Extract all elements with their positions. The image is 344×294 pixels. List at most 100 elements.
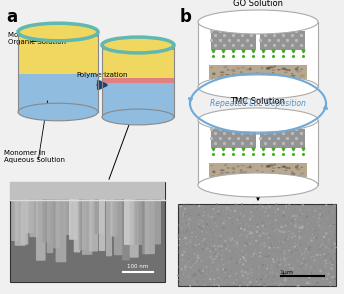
Ellipse shape bbox=[300, 74, 305, 77]
Ellipse shape bbox=[226, 213, 227, 215]
Ellipse shape bbox=[281, 166, 286, 168]
Ellipse shape bbox=[256, 230, 258, 233]
Ellipse shape bbox=[278, 75, 281, 76]
Ellipse shape bbox=[283, 258, 286, 260]
Ellipse shape bbox=[187, 221, 189, 223]
Ellipse shape bbox=[287, 222, 288, 223]
Ellipse shape bbox=[314, 210, 316, 212]
Ellipse shape bbox=[330, 271, 332, 273]
Ellipse shape bbox=[193, 246, 196, 248]
Ellipse shape bbox=[289, 267, 291, 268]
Ellipse shape bbox=[279, 228, 280, 229]
Ellipse shape bbox=[183, 221, 184, 222]
Ellipse shape bbox=[305, 248, 307, 250]
Ellipse shape bbox=[269, 164, 274, 166]
Ellipse shape bbox=[188, 218, 190, 220]
Ellipse shape bbox=[327, 269, 329, 270]
Ellipse shape bbox=[331, 234, 333, 236]
Ellipse shape bbox=[255, 280, 257, 282]
Ellipse shape bbox=[245, 242, 247, 245]
Ellipse shape bbox=[259, 243, 260, 244]
Ellipse shape bbox=[281, 270, 283, 273]
Ellipse shape bbox=[291, 237, 293, 238]
Ellipse shape bbox=[232, 77, 236, 79]
Ellipse shape bbox=[218, 234, 219, 236]
Ellipse shape bbox=[215, 253, 217, 254]
Ellipse shape bbox=[239, 282, 241, 283]
Ellipse shape bbox=[260, 208, 262, 210]
Ellipse shape bbox=[189, 241, 191, 243]
Ellipse shape bbox=[293, 235, 295, 237]
Ellipse shape bbox=[321, 271, 322, 273]
Ellipse shape bbox=[283, 245, 285, 247]
Ellipse shape bbox=[212, 211, 214, 213]
Ellipse shape bbox=[239, 252, 240, 253]
Ellipse shape bbox=[205, 211, 206, 212]
Ellipse shape bbox=[322, 276, 323, 277]
Ellipse shape bbox=[267, 229, 269, 231]
Ellipse shape bbox=[206, 266, 207, 268]
Ellipse shape bbox=[260, 230, 261, 232]
Ellipse shape bbox=[282, 284, 284, 286]
Ellipse shape bbox=[276, 283, 277, 284]
Ellipse shape bbox=[289, 270, 291, 272]
Ellipse shape bbox=[239, 74, 244, 76]
Ellipse shape bbox=[210, 280, 212, 282]
Ellipse shape bbox=[198, 243, 200, 245]
Ellipse shape bbox=[267, 208, 268, 210]
Ellipse shape bbox=[278, 173, 281, 174]
Ellipse shape bbox=[292, 218, 294, 221]
Ellipse shape bbox=[249, 271, 252, 274]
Ellipse shape bbox=[212, 73, 216, 75]
Ellipse shape bbox=[306, 249, 308, 251]
Ellipse shape bbox=[311, 223, 312, 224]
Ellipse shape bbox=[284, 224, 287, 227]
Ellipse shape bbox=[259, 216, 261, 218]
Ellipse shape bbox=[334, 243, 336, 245]
Ellipse shape bbox=[269, 233, 271, 235]
Ellipse shape bbox=[207, 224, 208, 226]
Ellipse shape bbox=[193, 251, 195, 253]
Ellipse shape bbox=[276, 234, 277, 235]
Ellipse shape bbox=[213, 211, 215, 213]
Ellipse shape bbox=[251, 284, 252, 286]
Ellipse shape bbox=[200, 272, 203, 274]
Ellipse shape bbox=[288, 240, 289, 241]
Ellipse shape bbox=[294, 244, 295, 245]
Ellipse shape bbox=[235, 279, 237, 281]
Ellipse shape bbox=[335, 280, 336, 281]
Bar bbox=[209, 163, 307, 177]
Ellipse shape bbox=[189, 255, 190, 256]
Ellipse shape bbox=[303, 258, 304, 260]
Ellipse shape bbox=[238, 232, 239, 233]
Ellipse shape bbox=[291, 217, 292, 218]
Ellipse shape bbox=[223, 252, 224, 253]
Ellipse shape bbox=[278, 264, 280, 267]
Ellipse shape bbox=[190, 264, 192, 265]
Ellipse shape bbox=[230, 218, 231, 219]
Ellipse shape bbox=[295, 222, 297, 224]
Ellipse shape bbox=[298, 284, 299, 286]
Ellipse shape bbox=[260, 243, 261, 244]
Ellipse shape bbox=[251, 237, 253, 238]
Ellipse shape bbox=[271, 230, 272, 231]
Ellipse shape bbox=[263, 243, 265, 244]
Ellipse shape bbox=[288, 237, 290, 239]
Ellipse shape bbox=[200, 260, 202, 262]
Ellipse shape bbox=[259, 212, 260, 213]
FancyBboxPatch shape bbox=[11, 199, 18, 241]
Ellipse shape bbox=[334, 244, 336, 245]
Ellipse shape bbox=[192, 204, 193, 205]
Ellipse shape bbox=[226, 277, 227, 278]
Ellipse shape bbox=[250, 211, 252, 213]
Ellipse shape bbox=[235, 276, 236, 277]
Ellipse shape bbox=[235, 266, 237, 268]
Ellipse shape bbox=[192, 236, 193, 238]
Ellipse shape bbox=[189, 218, 190, 220]
Ellipse shape bbox=[198, 228, 199, 229]
Ellipse shape bbox=[273, 244, 275, 247]
Ellipse shape bbox=[257, 226, 259, 228]
Ellipse shape bbox=[182, 275, 183, 277]
Ellipse shape bbox=[261, 165, 263, 168]
Ellipse shape bbox=[334, 206, 336, 207]
